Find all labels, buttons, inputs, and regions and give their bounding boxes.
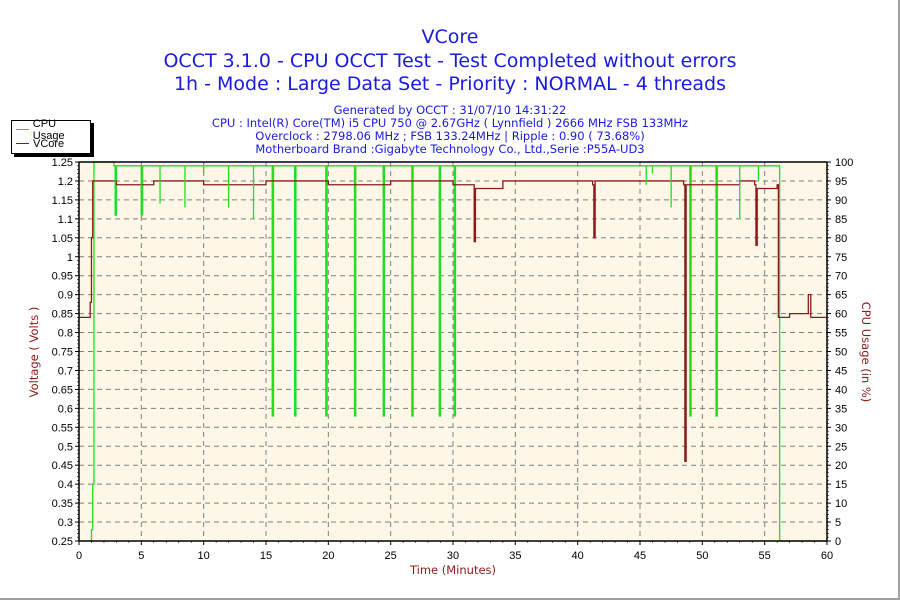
y-tick-label: 0.55 [52,422,73,434]
y-tick-label: 1.05 [52,233,73,245]
y-tick-label: 0.8 [58,328,73,340]
x-axis-title: Time (Minutes) [409,563,496,577]
y2-tick-label: 70 [835,271,847,283]
y-tick-label: 0.45 [52,460,73,472]
chart-subtitle-mode: 1h - Mode : Large Data Set - Priority : … [173,73,727,95]
y2-tick-label: 100 [835,157,853,169]
cpu-usage-series [90,161,827,542]
legend-label: VCore [33,137,65,150]
y2-tick-label: 75 [835,252,847,264]
y2-tick-label: 95 [835,176,847,188]
y2-tick-label: 90 [835,195,847,207]
chart-title: VCore [421,26,479,48]
y-tick-label: 0.95 [52,271,73,283]
x-tick-label: 15 [260,550,272,562]
x-tick-label: 25 [385,550,397,562]
y-tick-label: 1.1 [58,214,73,226]
cpu-usage-swatch-icon [16,129,29,130]
y2-tick-label: 25 [835,441,847,453]
y-tick-label: 0.85 [52,309,73,321]
x-tick-label: 60 [821,550,833,562]
y2-tick-label: 40 [835,384,847,396]
y2-tick-label: 85 [835,214,847,226]
x-tick-label: 40 [572,550,584,562]
y2-tick-label: 65 [835,290,847,302]
y2-tick-label: 15 [835,479,847,491]
motherboard-info: Motherboard Brand :Gigabyte Technology C… [255,142,645,156]
vcore-series [79,180,827,463]
y-tick-label: 1.15 [52,195,73,207]
x-tick-label: 35 [509,550,521,562]
y-tick-label: 0.25 [52,536,73,548]
y2-tick-label: 55 [835,328,847,340]
y-tick-label: 1.2 [58,176,73,188]
y-tick-label: 0.6 [58,403,73,415]
y2-tick-label: 10 [835,498,847,510]
y2-tick-label: 20 [835,460,847,472]
y-tick-label: 0.35 [52,498,73,510]
legend-label: CPU Usage [32,117,65,142]
y-tick-label: 0.4 [58,479,73,491]
y-tick-label: 0.3 [58,517,73,529]
generated-info: Generated by OCCT : 31/07/10 14:31:22 [333,103,567,117]
y2-tick-label: 80 [835,233,847,245]
y2-tick-label: 60 [835,309,847,321]
y2-axis-title: CPU Usage (in %) [859,302,873,403]
y-tick-label: 0.75 [52,347,73,359]
x-tick-label: 5 [138,550,144,562]
y2-tick-label: 50 [835,347,847,359]
x-tick-label: 20 [322,550,334,562]
x-tick-label: 0 [76,550,82,562]
x-tick-label: 30 [447,550,459,562]
y-tick-label: 1 [67,252,73,264]
legend-item-vcore: VCore [16,137,64,150]
chart-subtitle-test: OCCT 3.1.0 - CPU OCCT Test - Test Comple… [163,50,737,72]
y2-tick-label: 30 [835,422,847,434]
y-tick-label: 0.65 [52,384,73,396]
y2-tick-label: 0 [835,536,841,548]
y-axis-title: Voltage ( Volts ) [27,307,41,398]
y-tick-label: 0.7 [58,365,73,377]
y2-tick-label: 35 [835,403,847,415]
vcore-swatch-icon [16,143,29,144]
y2-tick-label: 45 [835,365,847,377]
x-tick-label: 45 [634,550,646,562]
overclock-info: Overclock : 2798.06 MHz ; FSB 133.24MHz … [255,129,645,143]
legend-item-cpu-usage: CPU Usage [16,118,90,142]
chart-legend: CPU Usage VCore [11,118,91,154]
y2-tick-label: 5 [835,517,841,529]
cpu-info: CPU : Intel(R) Core(TM) i5 CPU 750 @ 2.6… [211,116,689,130]
x-tick-label: 55 [759,550,771,562]
y-tick-label: 1.25 [52,157,73,169]
x-tick-label: 50 [696,550,708,562]
y-tick-label: 0.9 [58,290,73,302]
x-tick-label: 10 [198,550,210,562]
y-tick-label: 0.5 [58,441,73,453]
